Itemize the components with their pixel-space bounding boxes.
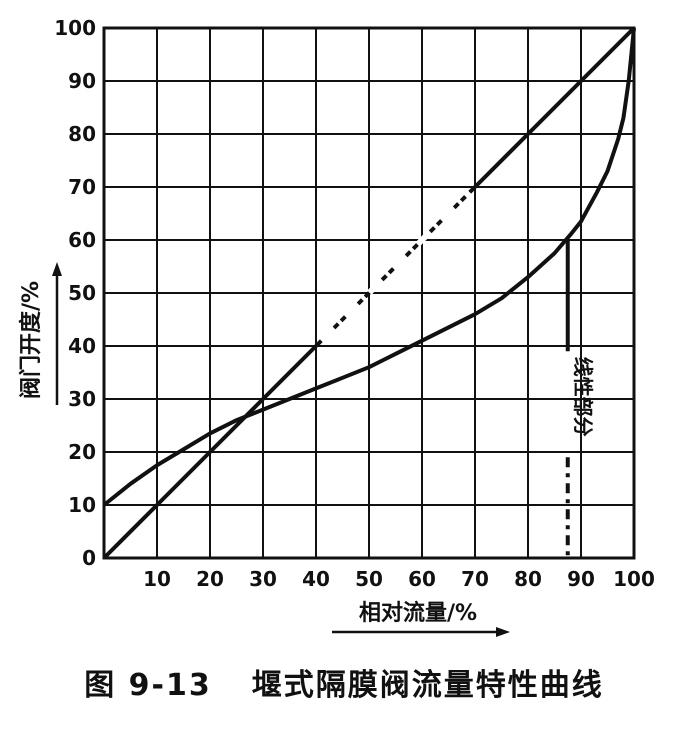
x-tick-label: 30 [249,567,277,591]
x-tick-label: 40 [302,567,330,591]
y-tick-label: 90 [68,69,96,93]
series-lines [102,26,636,560]
y-axis-label: 阀门开度/% [18,281,44,399]
y-tick-label: 30 [68,387,96,411]
y-tick-label: 50 [68,281,96,305]
caption-title: 堰式隔膜阀流量特性曲线 [251,668,604,703]
y-tick-label: 10 [68,493,96,517]
diagonal-dashdot-gap [319,190,472,343]
x-tick-label: 60 [408,567,436,591]
characteristic-curve-chart: 0 10 20 30 40 50 60 70 80 90 100 10 20 30 40 50 60 70 80 90… [18,16,655,637]
y-tick-label: 20 [68,440,96,464]
y-tick-label: 40 [68,334,96,358]
x-tick-label: 80 [514,567,542,591]
y-tick-label: 60 [68,228,96,252]
y-tick-label: 80 [68,122,96,146]
y-axis-arrow [52,262,62,405]
x-tick-label: 10 [143,567,171,591]
y-tick-label: 70 [68,175,96,199]
x-axis-label: 相对流量/% [359,600,477,626]
x-tick-label: 100 [613,567,655,591]
x-tick-label: 70 [461,567,489,591]
y-tick-label: 0 [82,546,96,570]
y-tick-label: 100 [54,16,96,40]
series-line-1 [102,26,636,560]
linear-part-label: 线性部分 [571,357,595,437]
series-line-2 [102,27,636,507]
figure-caption: 图 9-13 堰式隔膜阀流量特性曲线 [0,660,688,704]
plot-frame [102,26,636,560]
grid [102,26,636,560]
tick-labels: 0 10 20 30 40 50 60 70 80 90 100 10 20 30 40 50 60 70 80 90… [54,16,655,591]
x-tick-label: 90 [567,567,595,591]
x-tick-label: 50 [355,567,383,591]
x-axis-arrow [332,627,510,637]
annotations: 线性部分 [565,240,595,558]
caption-number: 图 9-13 [84,668,212,703]
x-tick-label: 20 [196,567,224,591]
